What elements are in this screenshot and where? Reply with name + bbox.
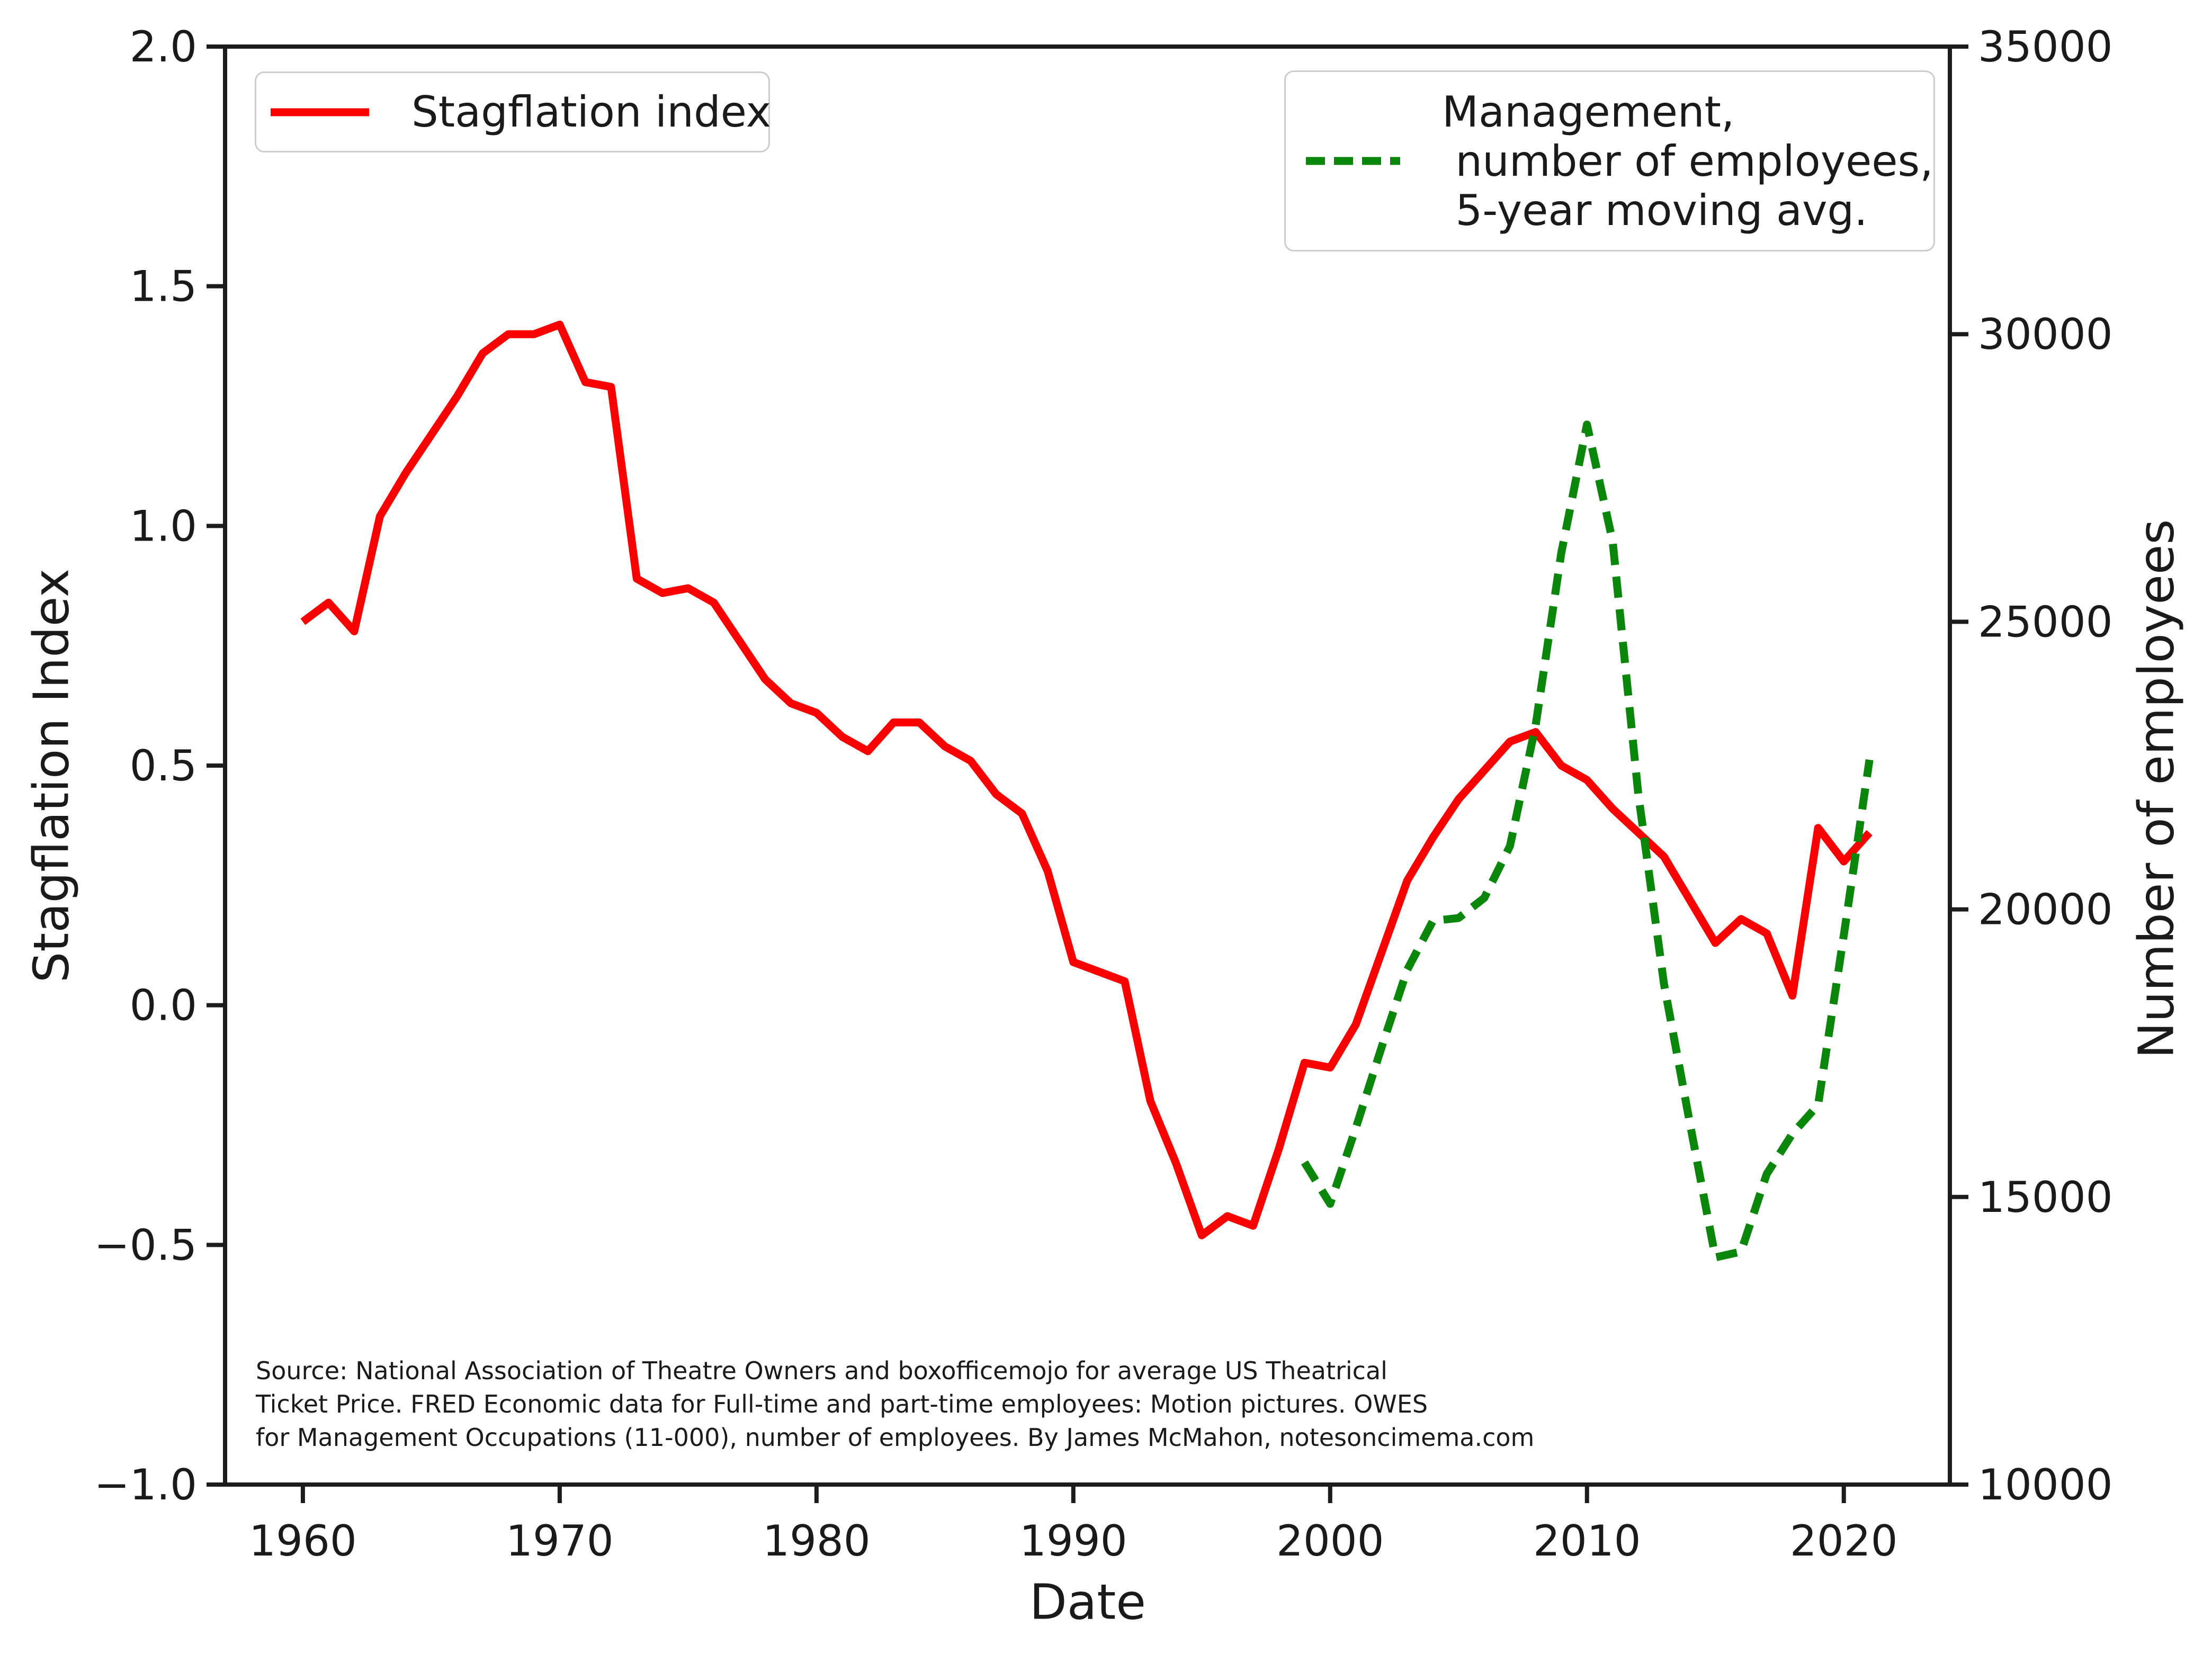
source-line: Ticket Price. FRED Economic data for Ful… (256, 1390, 1428, 1418)
x-tick-label: 1970 (506, 1516, 614, 1566)
source-line: for Management Occupations (11-000), num… (256, 1423, 1535, 1452)
y-left-tick-label: 1.5 (130, 262, 197, 311)
stagflation-line-swatch (271, 108, 369, 116)
y-axis-label-left: Stagflation Index (23, 568, 80, 983)
legend-management-label: Management, number of employees, 5-year … (1442, 87, 1933, 235)
y-right-tick-label: 20000 (1978, 885, 2113, 934)
y-left-tick-label: −0.5 (94, 1220, 197, 1270)
x-tick-label: 1980 (763, 1516, 871, 1566)
x-tick-label: 2000 (1276, 1516, 1384, 1566)
y-left-tick-label: 0.5 (130, 741, 197, 790)
legend-management: Management, number of employees, 5-year … (1284, 70, 1935, 251)
legend-stagflation: Stagflation index (255, 71, 771, 152)
x-tick-label: 1990 (1019, 1516, 1127, 1566)
legend-label-line: Management, (1442, 87, 1735, 137)
source-note: Source: National Association of Theatre … (256, 1354, 1534, 1454)
legend-stagflation-label: Stagflation index (411, 87, 771, 137)
y-axis-label-right: Number of employees (2128, 519, 2185, 1059)
management-line-swatch (1306, 157, 1400, 165)
x-tick-label: 2010 (1533, 1516, 1641, 1566)
y-left-tick-label: 2.0 (130, 22, 197, 71)
y-axis-left-ticks: 2.0 1.5 1.0 0.5 0.0 −0.5 −1.0 (94, 22, 225, 1509)
legend-label-line: 5-year moving avg. (1442, 185, 1868, 235)
y-right-tick-label: 10000 (1978, 1460, 2113, 1509)
y-left-tick-label: 1.0 (130, 501, 197, 551)
y-left-tick-label: −1.0 (94, 1460, 197, 1509)
x-axis-label: Date (1029, 1574, 1146, 1631)
legend-label-line: number of employees, (1442, 136, 1933, 186)
x-axis-ticks: 1960 1970 1980 1990 2000 2010 2020 (249, 1485, 1898, 1566)
source-line: Source: National Association of Theatre … (256, 1356, 1387, 1385)
x-tick-label: 1960 (249, 1516, 357, 1566)
y-right-tick-label: 25000 (1978, 597, 2113, 646)
y-axis-right-ticks: 35000 30000 25000 20000 15000 10000 (1950, 22, 2113, 1509)
plot-border (223, 44, 1952, 1487)
y-right-tick-label: 15000 (1978, 1173, 2113, 1222)
y-right-tick-label: 30000 (1978, 310, 2113, 359)
y-left-tick-label: 0.0 (130, 981, 197, 1030)
x-tick-label: 2020 (1790, 1516, 1898, 1566)
y-right-tick-label: 35000 (1978, 22, 2113, 71)
stagflation-index-line (300, 320, 1873, 1239)
management-employees-line (1301, 420, 1874, 1262)
